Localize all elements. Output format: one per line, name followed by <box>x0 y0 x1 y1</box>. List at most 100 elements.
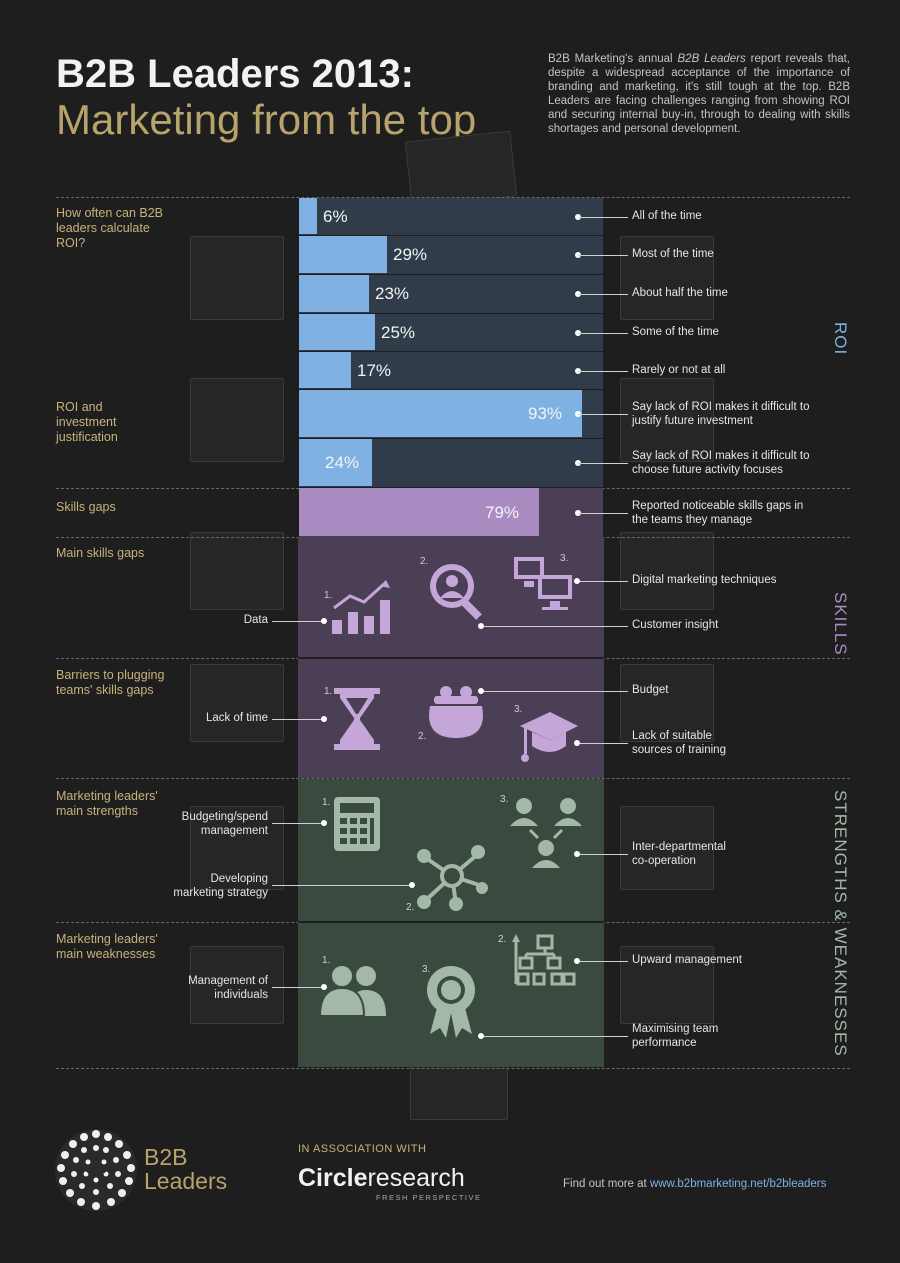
category-label: Most of the time <box>632 248 714 260</box>
category-label: Say lack of ROI makes it difficult to ju… <box>632 401 810 427</box>
chair-decoration <box>190 806 284 890</box>
section-label-skills: SKILLS <box>831 592 850 656</box>
team-connection-icon <box>510 798 582 868</box>
bar-value-label: 6% <box>323 206 348 226</box>
connector-line <box>578 217 628 218</box>
category-label: Say lack of ROI makes it difficult to ch… <box>632 450 810 476</box>
question-main-skills: Main skills gaps <box>56 546 145 560</box>
connector-dot <box>321 716 327 722</box>
question-roi-calc: How often can B2B leaders calculate ROI? <box>56 206 164 250</box>
question-roi-justification: ROI and investment justification <box>56 400 118 444</box>
label-lack-of-time: Lack of time <box>206 712 268 724</box>
rank-number: 3. <box>422 964 431 975</box>
chair-decoration <box>190 664 284 742</box>
connector-dot <box>321 820 327 826</box>
people-icon <box>320 964 386 1016</box>
rank-number: 2. <box>498 934 507 945</box>
bar-value-label: 79% <box>485 502 520 522</box>
connector-line <box>578 854 628 855</box>
category-label: All of the time <box>632 210 702 222</box>
award-badge-icon <box>427 966 475 1038</box>
question-barriers: Barriers to plugging teams' skills gaps <box>56 668 165 697</box>
magnifier-person-icon <box>430 564 482 620</box>
hourglass-icon <box>334 688 380 750</box>
connector-line <box>578 581 628 582</box>
footer-more: Find out more at www.b2bmarketing.net/b2… <box>563 1178 827 1190</box>
label-data: Data <box>243 614 268 626</box>
connector-dot <box>478 623 484 629</box>
chair-decoration <box>620 532 714 610</box>
category-label: About half the time <box>632 287 728 299</box>
chair-decoration <box>190 378 284 462</box>
logo-text-b2b: B2B <box>144 1144 188 1170</box>
label-budget: Budget <box>632 684 669 696</box>
section-label-strengths: STRENGTHS & WEAKNESSES <box>831 790 850 1057</box>
chair-decoration <box>620 664 714 742</box>
connector-dot <box>574 578 580 584</box>
separator <box>56 197 850 198</box>
connector-line <box>578 513 628 514</box>
connector-dot <box>574 851 580 857</box>
connector-dot <box>478 1033 484 1039</box>
section-label-roi: ROI <box>831 322 850 356</box>
label-customer-insight: Customer insight <box>632 619 719 631</box>
chair-decoration <box>620 946 714 1024</box>
rank-number: 3. <box>514 704 523 715</box>
question-weaknesses: Marketing leaders' main weaknesses <box>56 932 158 961</box>
separator <box>56 778 850 779</box>
label-team-performance: Maximising team performance <box>632 1023 719 1049</box>
page-title: B2B Leaders 2013: <box>56 52 414 96</box>
growth-chart-icon <box>332 580 390 634</box>
rank-number: 1. <box>322 955 331 966</box>
bar-value-label: 29% <box>393 245 428 264</box>
footer-link[interactable]: www.b2bmarketing.net/b2bleaders <box>649 1178 827 1190</box>
bar <box>299 314 375 350</box>
rank-number: 1. <box>322 797 331 808</box>
connector-dot <box>574 958 580 964</box>
label-digital-marketing: Digital marketing techniques <box>632 574 777 586</box>
separator <box>56 1068 850 1069</box>
b2b-leaders-logo-icon <box>55 1129 137 1211</box>
rank-number: 3. <box>500 794 509 805</box>
connector-dot <box>574 740 580 746</box>
connector-line <box>482 626 628 627</box>
label-management-individuals: Management of individuals <box>188 975 268 1001</box>
connector-line <box>272 621 324 622</box>
bar-value-label: 93% <box>528 404 563 423</box>
connector-dot <box>478 688 484 694</box>
panel-divider <box>298 921 604 923</box>
connector-line <box>272 885 412 886</box>
rank-number: 3. <box>560 553 569 564</box>
bar <box>299 390 582 437</box>
rank-number: 2. <box>406 902 415 913</box>
question-strengths: Marketing leaders' main strengths <box>56 789 158 818</box>
purse-icon <box>429 686 483 738</box>
connector-line <box>482 691 628 692</box>
chair-decoration <box>404 130 518 208</box>
partner-logo: Circleresearch <box>298 1164 465 1192</box>
chair-decoration <box>620 378 714 462</box>
connector-dot <box>321 618 327 624</box>
bar <box>299 275 369 312</box>
network-hub-icon <box>417 845 488 911</box>
computers-icon <box>514 557 572 610</box>
bar <box>299 236 387 273</box>
bar <box>299 352 351 388</box>
intro-text: B2B Marketing's annual B2B Leaders repor… <box>548 53 851 135</box>
calculator-icon <box>334 797 380 851</box>
chair-decoration <box>190 532 284 610</box>
connector-line <box>578 294 628 295</box>
rank-number: 2. <box>420 556 429 567</box>
chair-decoration <box>410 1060 508 1120</box>
connector-line <box>578 255 628 256</box>
connector-line <box>272 719 324 720</box>
graduation-cap-icon <box>520 712 578 762</box>
bar <box>299 198 317 234</box>
org-chart-icon <box>512 934 576 986</box>
chair-decoration <box>190 946 284 1024</box>
chair-decoration <box>190 236 284 320</box>
chair-decoration <box>620 236 714 320</box>
bar-value-label: 24% <box>325 453 360 472</box>
connector-dot <box>321 984 327 990</box>
label-strategy: Developing marketing strategy <box>173 873 268 899</box>
